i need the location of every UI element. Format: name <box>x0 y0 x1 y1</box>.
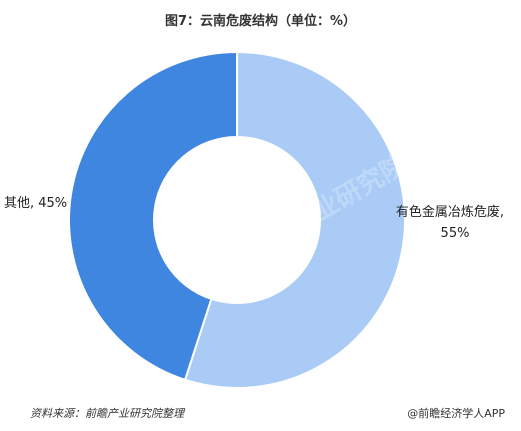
donut-slice-2 <box>68 50 238 382</box>
donut-slice-1 <box>183 50 406 389</box>
chart-title: 图7：云南危废结构（单位：%） <box>164 14 357 29</box>
brand-credit: @前瞻经济学人APP <box>407 407 505 420</box>
slice-label-2: 其他, 45% <box>4 196 67 211</box>
slice-value-1: 55% <box>441 226 470 241</box>
slice-label-1: 有色金属冶炼危废, <box>396 204 504 220</box>
source-note: 资料来源：前瞻产业研究院整理 <box>30 407 184 420</box>
